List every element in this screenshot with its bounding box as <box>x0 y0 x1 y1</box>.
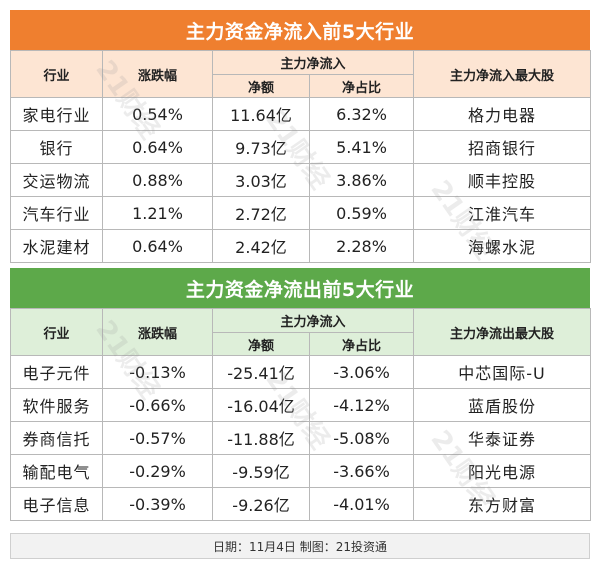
table-row: 汽车行业 1.21% 2.72亿 0.59% 江淮汽车 <box>10 196 592 230</box>
header-industry: 行业 <box>10 308 103 356</box>
amount-cell: -9.59亿 <box>212 454 310 488</box>
amount-cell: -25.41亿 <box>212 355 310 389</box>
outflow-header-row: 行业 涨跌幅 主力净流入 主力净流出最大股 <box>10 308 592 356</box>
table-row: 电子信息 -0.39% -9.26亿 -4.01% 东方财富 <box>10 487 592 521</box>
stock-cell: 中芯国际-U <box>413 355 592 389</box>
amount-cell: -11.88亿 <box>212 421 310 455</box>
amount-cell: 11.64亿 <box>212 97 310 131</box>
header-net-inflow-group: 主力净流入 <box>211 50 415 75</box>
amount-cell: 3.03亿 <box>212 163 310 197</box>
change-cell: 0.64% <box>102 130 213 164</box>
outflow-title: 主力资金净流出前5大行业 <box>10 268 590 308</box>
table-row: 电子元件 -0.13% -25.41亿 -3.06% 中芯国际-U <box>10 355 592 389</box>
change-cell: -0.13% <box>102 355 213 389</box>
amount-cell: 2.72亿 <box>212 196 310 230</box>
ratio-cell: -3.66% <box>308 454 415 488</box>
change-cell: -0.66% <box>102 388 213 422</box>
header-amount: 净额 <box>212 74 310 98</box>
inflow-table: 行业 涨跌幅 主力净流入 主力净流入最大股 净额 净占比 家电行业 0.54% … <box>10 50 592 263</box>
header-top-stock: 主力净流入最大股 <box>413 50 592 98</box>
change-cell: 0.54% <box>102 97 213 131</box>
industry-cell: 券商信托 <box>10 421 103 455</box>
industry-cell: 电子元件 <box>10 355 103 389</box>
industry-cell: 银行 <box>10 130 103 164</box>
header-change: 涨跌幅 <box>102 50 213 98</box>
amount-cell: 2.42亿 <box>212 229 310 263</box>
table-row: 输配电气 -0.29% -9.59亿 -3.66% 阳光电源 <box>10 454 592 488</box>
outflow-table: 行业 涨跌幅 主力净流入 主力净流出最大股 净额 净占比 电子元件 -0.13%… <box>10 308 592 521</box>
table-row: 软件服务 -0.66% -16.04亿 -4.12% 蓝盾股份 <box>10 388 592 422</box>
industry-cell: 输配电气 <box>10 454 103 488</box>
ratio-cell: -4.01% <box>308 487 415 521</box>
stock-cell: 江淮汽车 <box>413 196 592 230</box>
change-cell: -0.29% <box>102 454 213 488</box>
amount-cell: 9.73亿 <box>212 130 310 164</box>
stock-cell: 阳光电源 <box>413 454 592 488</box>
stock-cell: 华泰证券 <box>413 421 592 455</box>
header-net-inflow-group: 主力净流入 <box>211 308 415 333</box>
footer-caption: 日期：11月4日 制图：21投资通 <box>10 533 590 559</box>
ratio-cell: 3.86% <box>308 163 415 197</box>
industry-cell: 软件服务 <box>10 388 103 422</box>
ratio-cell: -5.08% <box>308 421 415 455</box>
table-row: 水泥建材 0.64% 2.42亿 2.28% 海螺水泥 <box>10 229 592 263</box>
industry-cell: 电子信息 <box>10 487 103 521</box>
change-cell: 0.64% <box>102 229 213 263</box>
ratio-cell: 5.41% <box>308 130 415 164</box>
stock-cell: 顺丰控股 <box>413 163 592 197</box>
table-row: 家电行业 0.54% 11.64亿 6.32% 格力电器 <box>10 97 592 131</box>
inflow-title: 主力资金净流入前5大行业 <box>10 10 590 50</box>
header-ratio: 净占比 <box>308 332 415 356</box>
change-cell: -0.57% <box>102 421 213 455</box>
amount-cell: -9.26亿 <box>212 487 310 521</box>
ratio-cell: -3.06% <box>308 355 415 389</box>
change-cell: 1.21% <box>102 196 213 230</box>
header-industry: 行业 <box>10 50 103 98</box>
change-cell: 0.88% <box>102 163 213 197</box>
stock-cell: 东方财富 <box>413 487 592 521</box>
change-cell: -0.39% <box>102 487 213 521</box>
header-amount: 净额 <box>212 332 310 356</box>
industry-cell: 水泥建材 <box>10 229 103 263</box>
outflow-subheader-row: 净额 净占比 <box>11 332 591 356</box>
inflow-header-row: 行业 涨跌幅 主力净流入 主力净流入最大股 <box>10 50 592 98</box>
industry-cell: 交运物流 <box>10 163 103 197</box>
ratio-cell: 6.32% <box>308 97 415 131</box>
table-row: 券商信托 -0.57% -11.88亿 -5.08% 华泰证券 <box>10 421 592 455</box>
industry-cell: 汽车行业 <box>10 196 103 230</box>
ratio-cell: 2.28% <box>308 229 415 263</box>
amount-cell: -16.04亿 <box>212 388 310 422</box>
header-change: 涨跌幅 <box>102 308 213 356</box>
table-row: 交运物流 0.88% 3.03亿 3.86% 顺丰控股 <box>10 163 592 197</box>
stock-cell: 海螺水泥 <box>413 229 592 263</box>
ratio-cell: -4.12% <box>308 388 415 422</box>
stock-cell: 招商银行 <box>413 130 592 164</box>
ratio-cell: 0.59% <box>308 196 415 230</box>
table-row: 银行 0.64% 9.73亿 5.41% 招商银行 <box>10 130 592 164</box>
header-top-stock: 主力净流出最大股 <box>413 308 592 356</box>
stock-cell: 蓝盾股份 <box>413 388 592 422</box>
stock-cell: 格力电器 <box>413 97 592 131</box>
header-ratio: 净占比 <box>308 74 415 98</box>
industry-cell: 家电行业 <box>10 97 103 131</box>
